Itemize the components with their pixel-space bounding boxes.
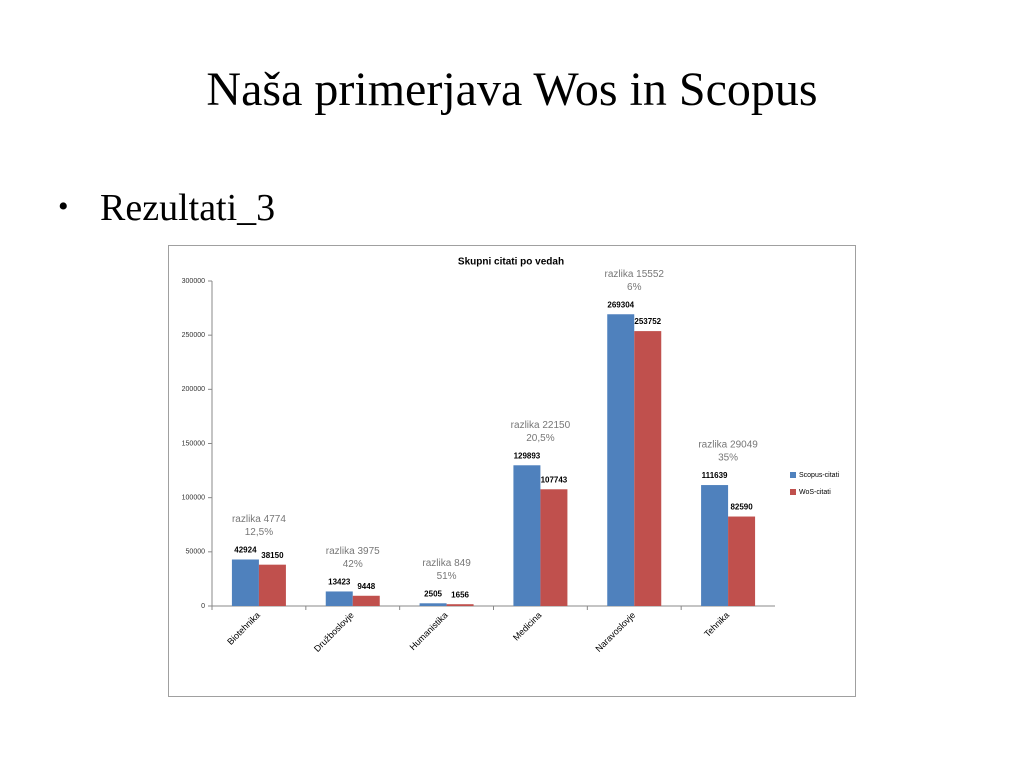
value-label: 253752 [634, 317, 661, 326]
bar [701, 485, 729, 606]
annotation: razlika 15552 [605, 269, 665, 280]
annotation: 6% [627, 282, 642, 293]
annotation: razlika 4774 [232, 514, 286, 525]
y-tick-label: 50000 [186, 549, 206, 556]
annotation: razlika 849 [422, 558, 471, 569]
bar [607, 314, 635, 606]
bullet-list: Rezultati_3 [58, 186, 275, 230]
bar [513, 465, 541, 606]
bar [258, 564, 286, 606]
annotation: 12,5% [245, 527, 273, 538]
y-tick-label: 250000 [182, 332, 205, 339]
annotation: 51% [437, 571, 457, 582]
bar [446, 604, 474, 606]
chart-title: Skupni citati po vedah [458, 257, 564, 268]
value-label: 38150 [261, 551, 284, 560]
value-label: 2505 [424, 589, 442, 598]
bullet: Rezultati_3 [58, 186, 275, 230]
y-tick-label: 150000 [182, 440, 205, 447]
slide-title: Naša primerjava Wos in Scopus [206, 63, 818, 116]
value-label: 42924 [234, 546, 257, 555]
value-label: 9448 [357, 582, 375, 591]
value-label: 111639 [702, 471, 728, 480]
bar [325, 591, 353, 606]
y-tick-label: 100000 [182, 495, 205, 502]
bar [634, 331, 662, 606]
legend-swatch [790, 472, 796, 478]
y-tick-label: 300000 [182, 278, 205, 285]
annotation: 20,5% [526, 433, 554, 444]
y-tick-label: 200000 [182, 386, 205, 393]
annotation: 35% [718, 453, 738, 464]
annotation: 42% [343, 559, 363, 570]
legend-label: Scopus-citati [799, 472, 840, 479]
value-label: 107743 [541, 475, 568, 484]
annotation: razlika 29049 [698, 440, 758, 451]
value-label: 1656 [451, 590, 469, 599]
y-tick-label: 0 [201, 603, 205, 610]
legend-swatch [790, 489, 796, 495]
bar [352, 595, 380, 606]
value-label: 269304 [607, 300, 634, 309]
legend-label: WoS-citati [799, 489, 831, 496]
bar [540, 489, 568, 606]
bar [419, 603, 447, 606]
value-label: 129893 [514, 451, 541, 460]
value-label: 82590 [730, 503, 753, 512]
value-label: 13423 [328, 578, 351, 587]
bar [231, 559, 259, 606]
annotation: razlika 22150 [511, 420, 571, 431]
bar [728, 516, 756, 606]
annotation: razlika 3975 [326, 546, 380, 557]
chart-frame [168, 245, 856, 697]
